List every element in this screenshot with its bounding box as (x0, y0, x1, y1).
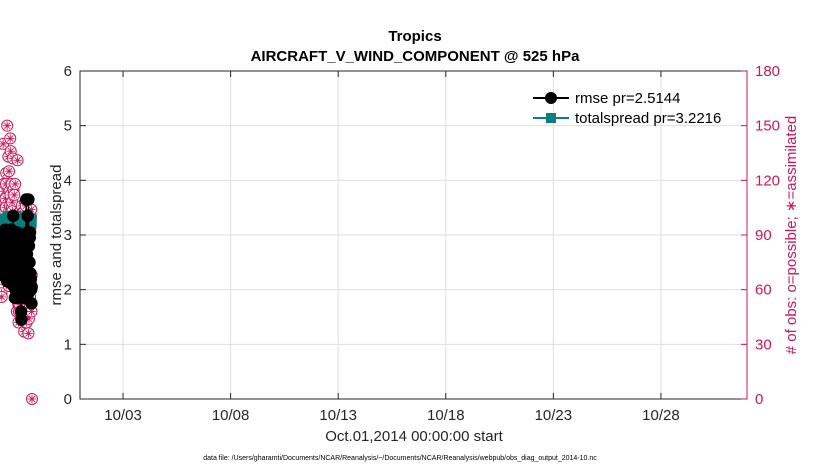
rmse-marker (25, 280, 38, 294)
plot-area (0, 119, 38, 405)
legend-rmse-label: rmse pr=2.5144 (575, 90, 680, 107)
y-tick-label: 2 (64, 282, 72, 299)
y-axis-right-label: # of obs: o=possible; ∗=assimilated (783, 116, 800, 355)
obs-point (3, 165, 16, 178)
rmse-marker (23, 256, 36, 269)
obs-assimilated-stroke (28, 308, 35, 315)
obs-assimilated-stroke (5, 167, 13, 175)
rmse-marker (22, 193, 35, 206)
obs-point (22, 327, 35, 340)
chart-title: Tropics (388, 28, 441, 45)
y-right-tick-label: 120 (755, 172, 780, 189)
x-tick-label: 10/13 (319, 407, 357, 424)
y-tick-label: 5 (64, 118, 72, 135)
obs-point (8, 188, 21, 201)
y-right-tick-label: 60 (755, 282, 772, 299)
obs-assimilated-stroke (7, 147, 14, 155)
y-tick-label: 6 (64, 63, 72, 80)
y-tick-label: 4 (64, 172, 72, 189)
obs-assimilated-stroke (11, 180, 19, 188)
rmse-marker (21, 209, 34, 223)
obs-point (0, 290, 8, 303)
x-tick-label: 10/28 (642, 407, 680, 424)
obs-assimilated-stroke (28, 395, 36, 403)
y-right-tick-label: 150 (755, 118, 780, 135)
obs-assimilated-stroke (6, 135, 14, 142)
obs-point (26, 393, 38, 405)
x-tick-label: 10/08 (212, 407, 250, 424)
chart-subtitle: AIRCRAFT_V_WIND_COMPONENT @ 525 hPa (251, 48, 581, 65)
rmse-marker (6, 209, 20, 223)
x-axis-label: Oct.01,2014 00:00:00 start (325, 428, 503, 445)
y-tick-label: 1 (64, 336, 72, 353)
legend-totalspread-label: totalspread pr=3.2216 (575, 110, 721, 127)
obs-assimilated-stroke (10, 191, 18, 199)
y-right-tick-label: 30 (755, 336, 772, 353)
obs-point (11, 154, 24, 167)
y-right-tick-label: 0 (755, 391, 763, 408)
rmse-marker (25, 297, 38, 310)
y-tick-label: 0 (64, 391, 72, 408)
legend: rmse pr=2.5144 totalspread pr=3.2216 (533, 90, 721, 127)
x-tick-label: 10/03 (104, 407, 142, 424)
rmse-marker (15, 313, 28, 326)
axes: 10/03 10/08 10/13 10/18 10/23 10/280123456030… (64, 63, 780, 424)
x-tick-label: 10/23 (535, 407, 573, 424)
x-tick-label: 10/18 (427, 407, 465, 424)
obs-assimilated-stroke (0, 140, 7, 148)
obs-point (9, 177, 22, 190)
obs-point (1, 119, 14, 132)
y-right-tick-label: 180 (755, 63, 780, 80)
footnote: data file: /Users/gharamti/Documents/NCA… (203, 455, 597, 462)
obs-assimilated-stroke (3, 122, 11, 129)
totalspread-marker (26, 216, 37, 227)
y-right-tick-label: 90 (755, 227, 772, 244)
obs-assimilated-stroke (0, 293, 6, 300)
legend-totalspread-marker (546, 113, 556, 123)
obs-assimilated-stroke (14, 157, 21, 164)
obs-assimilated-stroke (25, 330, 32, 337)
y-axis-label: rmse and totalspread (48, 165, 65, 306)
rmse-marker (23, 226, 37, 239)
y-tick-label: 3 (64, 227, 72, 244)
obs-point (4, 132, 17, 145)
legend-rmse-marker (545, 92, 557, 104)
